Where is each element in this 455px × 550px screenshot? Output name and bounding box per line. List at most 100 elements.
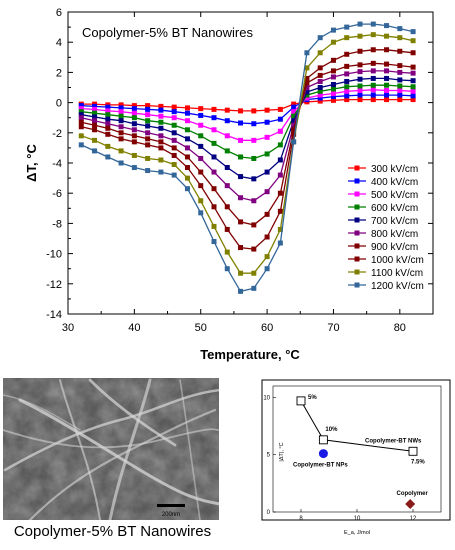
data-point <box>145 130 151 136</box>
data-point <box>370 47 376 53</box>
data-point <box>410 88 416 94</box>
data-point <box>198 133 204 139</box>
data-point <box>330 91 336 97</box>
inset-y-tick-label: 10 <box>263 395 270 401</box>
data-point <box>397 63 403 69</box>
data-point <box>251 246 257 252</box>
nws-point-label: 5% <box>308 395 317 401</box>
legend-entry: 400 kV/cm <box>348 177 418 188</box>
legend-label: 1100 kV/cm <box>371 268 423 279</box>
data-point <box>184 154 190 160</box>
scale-bar <box>157 504 185 507</box>
data-point <box>370 87 376 93</box>
micrograph-caption: Copolymer-5% BT Nanowires <box>13 523 212 540</box>
data-point <box>304 75 310 81</box>
data-point <box>317 88 323 94</box>
data-point <box>357 69 363 75</box>
data-point <box>384 61 390 67</box>
legend-marker <box>354 165 360 171</box>
data-point <box>131 115 137 121</box>
data-point <box>277 128 283 134</box>
data-point <box>277 157 283 163</box>
data-point <box>118 113 124 119</box>
data-point <box>251 176 257 182</box>
data-point <box>384 68 390 74</box>
data-point <box>344 51 350 57</box>
legend-label: 1200 kV/cm <box>371 281 424 292</box>
inset-x-axis-label: E_a, J/mol <box>344 530 370 536</box>
legend-entry: 300 kV/cm <box>348 164 418 175</box>
data-point <box>344 71 350 77</box>
legend-label: 1000 kV/cm <box>371 255 424 266</box>
main-x-tick-label: 80 <box>394 322 406 334</box>
nps-point <box>318 449 328 459</box>
data-point <box>171 109 177 115</box>
main-y-tick-label: -6 <box>52 188 62 200</box>
data-point <box>317 50 323 56</box>
data-point <box>118 160 124 166</box>
data-point <box>277 226 283 232</box>
data-point <box>344 84 350 90</box>
data-point <box>304 89 310 95</box>
main-x-axis-ticks: 30 40 50 60 70 80 <box>62 12 406 334</box>
data-point <box>264 254 270 260</box>
nws-point-label: 7.5% <box>411 459 425 465</box>
data-point <box>251 222 257 228</box>
data-point <box>211 154 217 160</box>
data-point <box>264 119 270 125</box>
nws-point <box>408 446 418 456</box>
main-legend: 300 kV/cm 400 kV/cm 500 kV/cm 600 kV/cm 700 … <box>348 164 424 292</box>
data-point <box>131 127 137 133</box>
data-point <box>291 131 297 137</box>
nws-point <box>296 396 306 406</box>
data-point <box>171 145 177 151</box>
data-point <box>118 148 124 154</box>
data-point <box>410 84 416 90</box>
data-point <box>344 35 350 41</box>
data-point <box>118 102 124 108</box>
data-point <box>211 140 217 146</box>
data-point <box>158 119 164 125</box>
main-chart-title: Copolymer-5% BT Nanowires <box>82 25 253 40</box>
main-series-group <box>78 21 416 294</box>
data-point <box>357 83 363 89</box>
data-point <box>118 109 124 115</box>
data-point <box>131 165 137 171</box>
data-point <box>251 198 257 204</box>
data-point <box>238 288 244 294</box>
data-point <box>357 76 363 82</box>
data-point <box>224 249 230 255</box>
data-point <box>145 106 151 112</box>
data-point <box>410 29 416 35</box>
data-point <box>277 208 283 214</box>
legend-label: 400 kV/cm <box>371 177 418 188</box>
data-point <box>211 115 217 121</box>
data-point <box>238 174 244 180</box>
legend-marker <box>354 191 360 197</box>
data-point <box>317 98 323 104</box>
data-point <box>344 78 350 84</box>
data-point <box>357 33 363 39</box>
legend-entry: 900 kV/cm <box>348 242 418 253</box>
data-point <box>224 133 230 139</box>
main-x-axis-label: Temperature, °C <box>200 347 300 362</box>
inset-x-tick-label: 10 <box>354 516 361 522</box>
legend-entry: 800 kV/cm <box>348 229 418 240</box>
data-point <box>410 38 416 44</box>
data-point <box>78 133 84 139</box>
legend-marker <box>354 178 360 184</box>
data-point <box>118 118 124 124</box>
data-point <box>92 118 98 124</box>
data-point <box>238 270 244 276</box>
data-point <box>92 122 98 128</box>
data-point <box>158 157 164 163</box>
data-point <box>198 198 204 204</box>
data-point <box>145 142 151 148</box>
data-point <box>184 127 190 133</box>
data-point <box>184 186 190 192</box>
data-point <box>171 122 177 128</box>
data-point <box>397 77 403 83</box>
data-point <box>397 92 403 98</box>
data-point <box>105 104 111 110</box>
legend-label: 500 kV/cm <box>371 190 418 201</box>
